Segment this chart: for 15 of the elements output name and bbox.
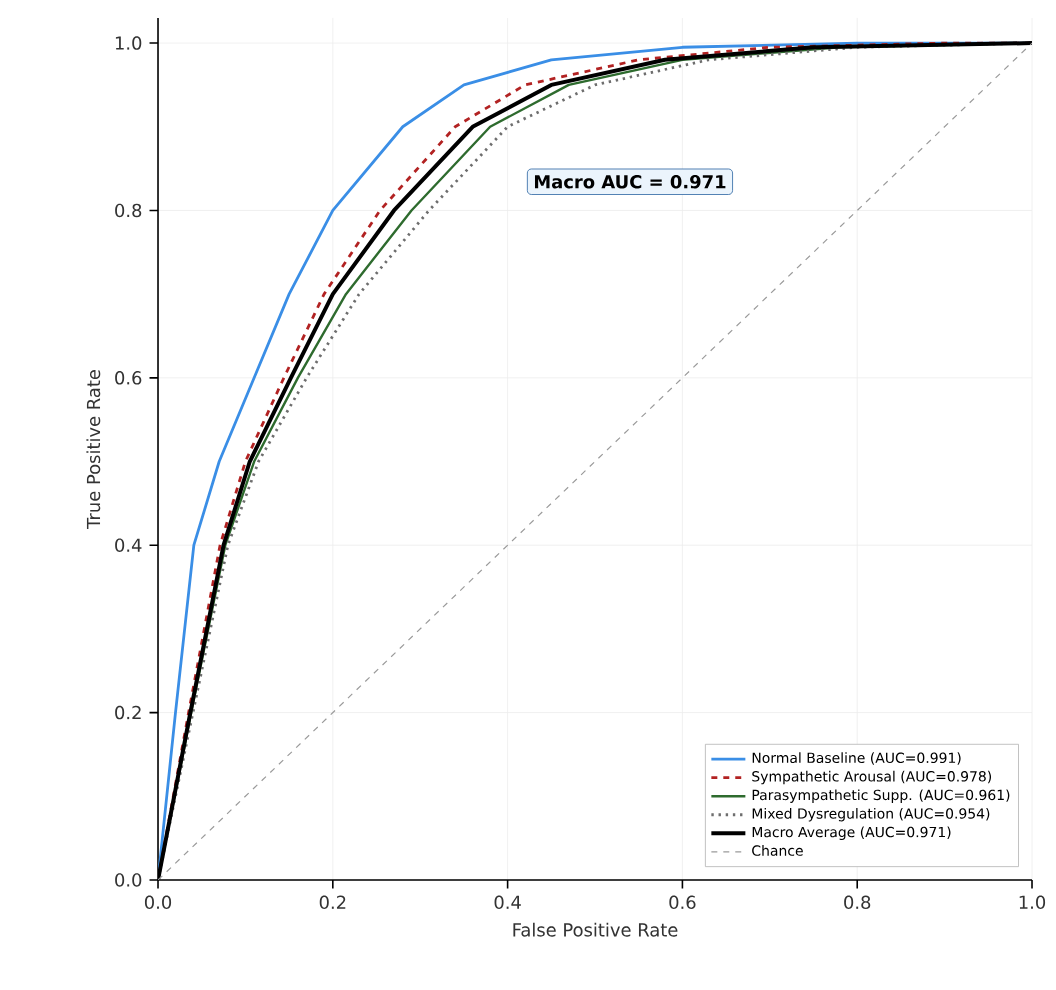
x-tick-label: 0.8: [844, 895, 871, 910]
annotation: Macro AUC = 0.971: [534, 174, 726, 189]
x-axis-title: False Positive Rate: [513, 922, 678, 937]
y-tick-label: 0.4: [115, 538, 142, 552]
x-tick-label: 0.2: [319, 895, 346, 910]
y-tick-label: 1.0: [115, 36, 142, 50]
y-axis-title: True Positive Rate: [86, 370, 101, 529]
x-tick-label: 0.6: [669, 895, 696, 910]
y-tick-label: 0.0: [115, 873, 142, 887]
y-tick-label: 0.8: [115, 203, 142, 218]
x-tick-label: 0.4: [494, 895, 521, 910]
y-tick-label: 0.6: [115, 371, 142, 385]
y-tick-label: 0.2: [115, 705, 141, 720]
x-tick-label: 1.0: [1019, 895, 1046, 910]
x-tick-label: 0.0: [144, 895, 172, 910]
